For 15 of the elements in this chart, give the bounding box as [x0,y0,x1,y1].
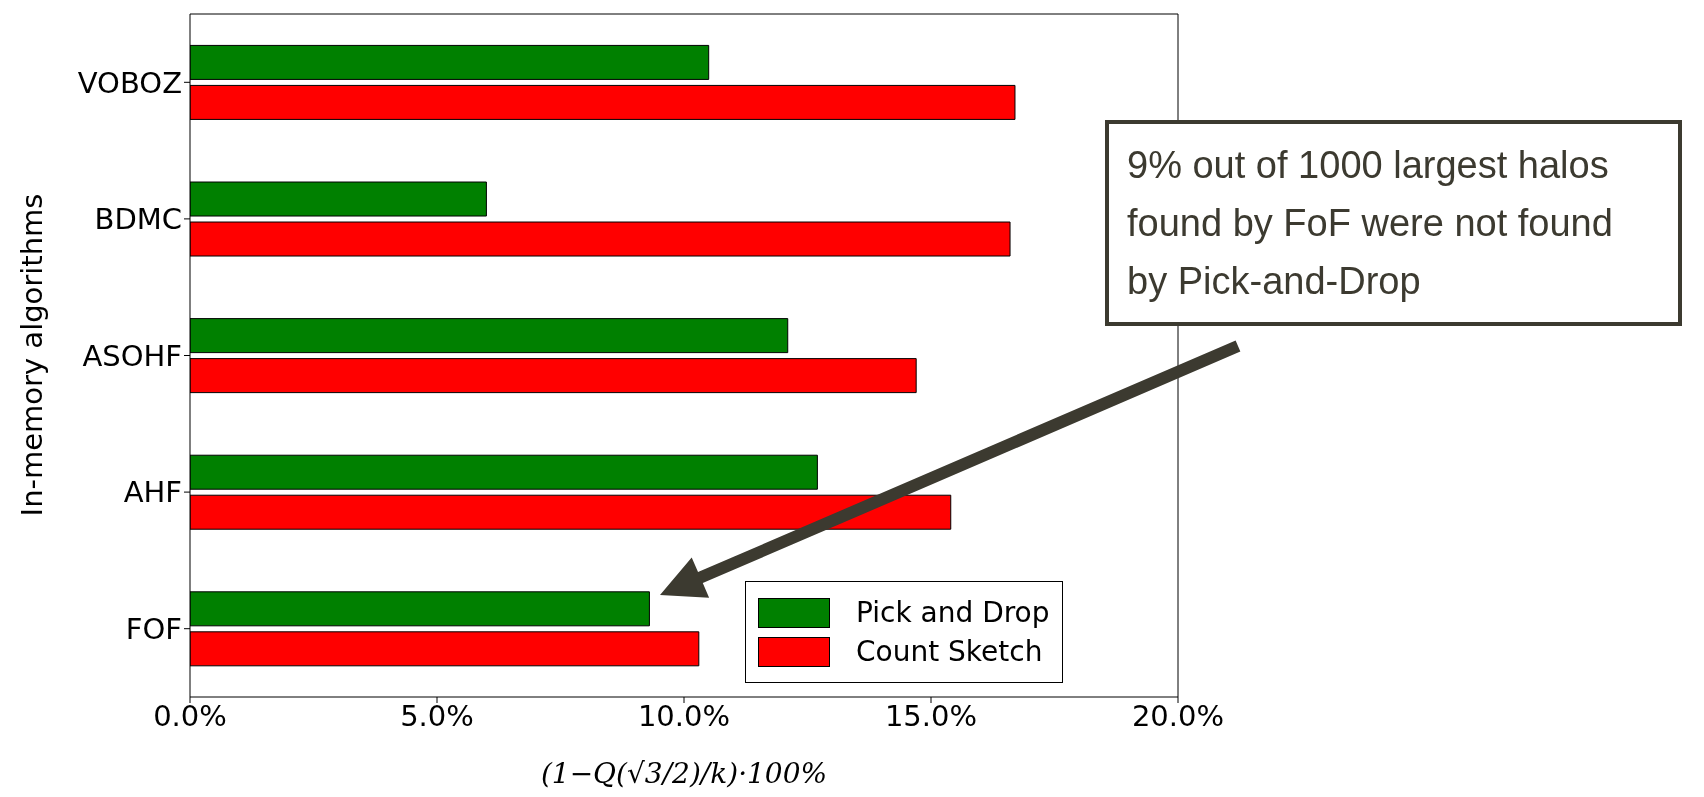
x-tick-label: 10.0% [637,698,731,733]
x-tick-label: 20.0% [1131,698,1225,733]
legend-label: Pick and Drop [856,596,1050,629]
y-tick-label: BDMC [94,202,182,237]
y-axis-title: In-memory algorithms [15,193,49,517]
y-tick-label: AHF [123,475,182,510]
y-tick-label: ASOHF [82,338,182,373]
x-tick-label: 0.0% [153,698,227,733]
x-tick-label: 5.0% [400,698,474,733]
annotation: 9% out of 1000 largest halos found by FoF were not found by Pick-and-Drop [1105,120,1682,326]
y-tick-label: VOBOZ [77,65,182,100]
y-tick-label: FOF [125,611,182,646]
x-tick-label: 15.0% [884,698,978,733]
x-axis-title: (1−Q(√3/2)/k)·100% [540,757,828,790]
legend-label: Count Sketch [856,635,1043,668]
